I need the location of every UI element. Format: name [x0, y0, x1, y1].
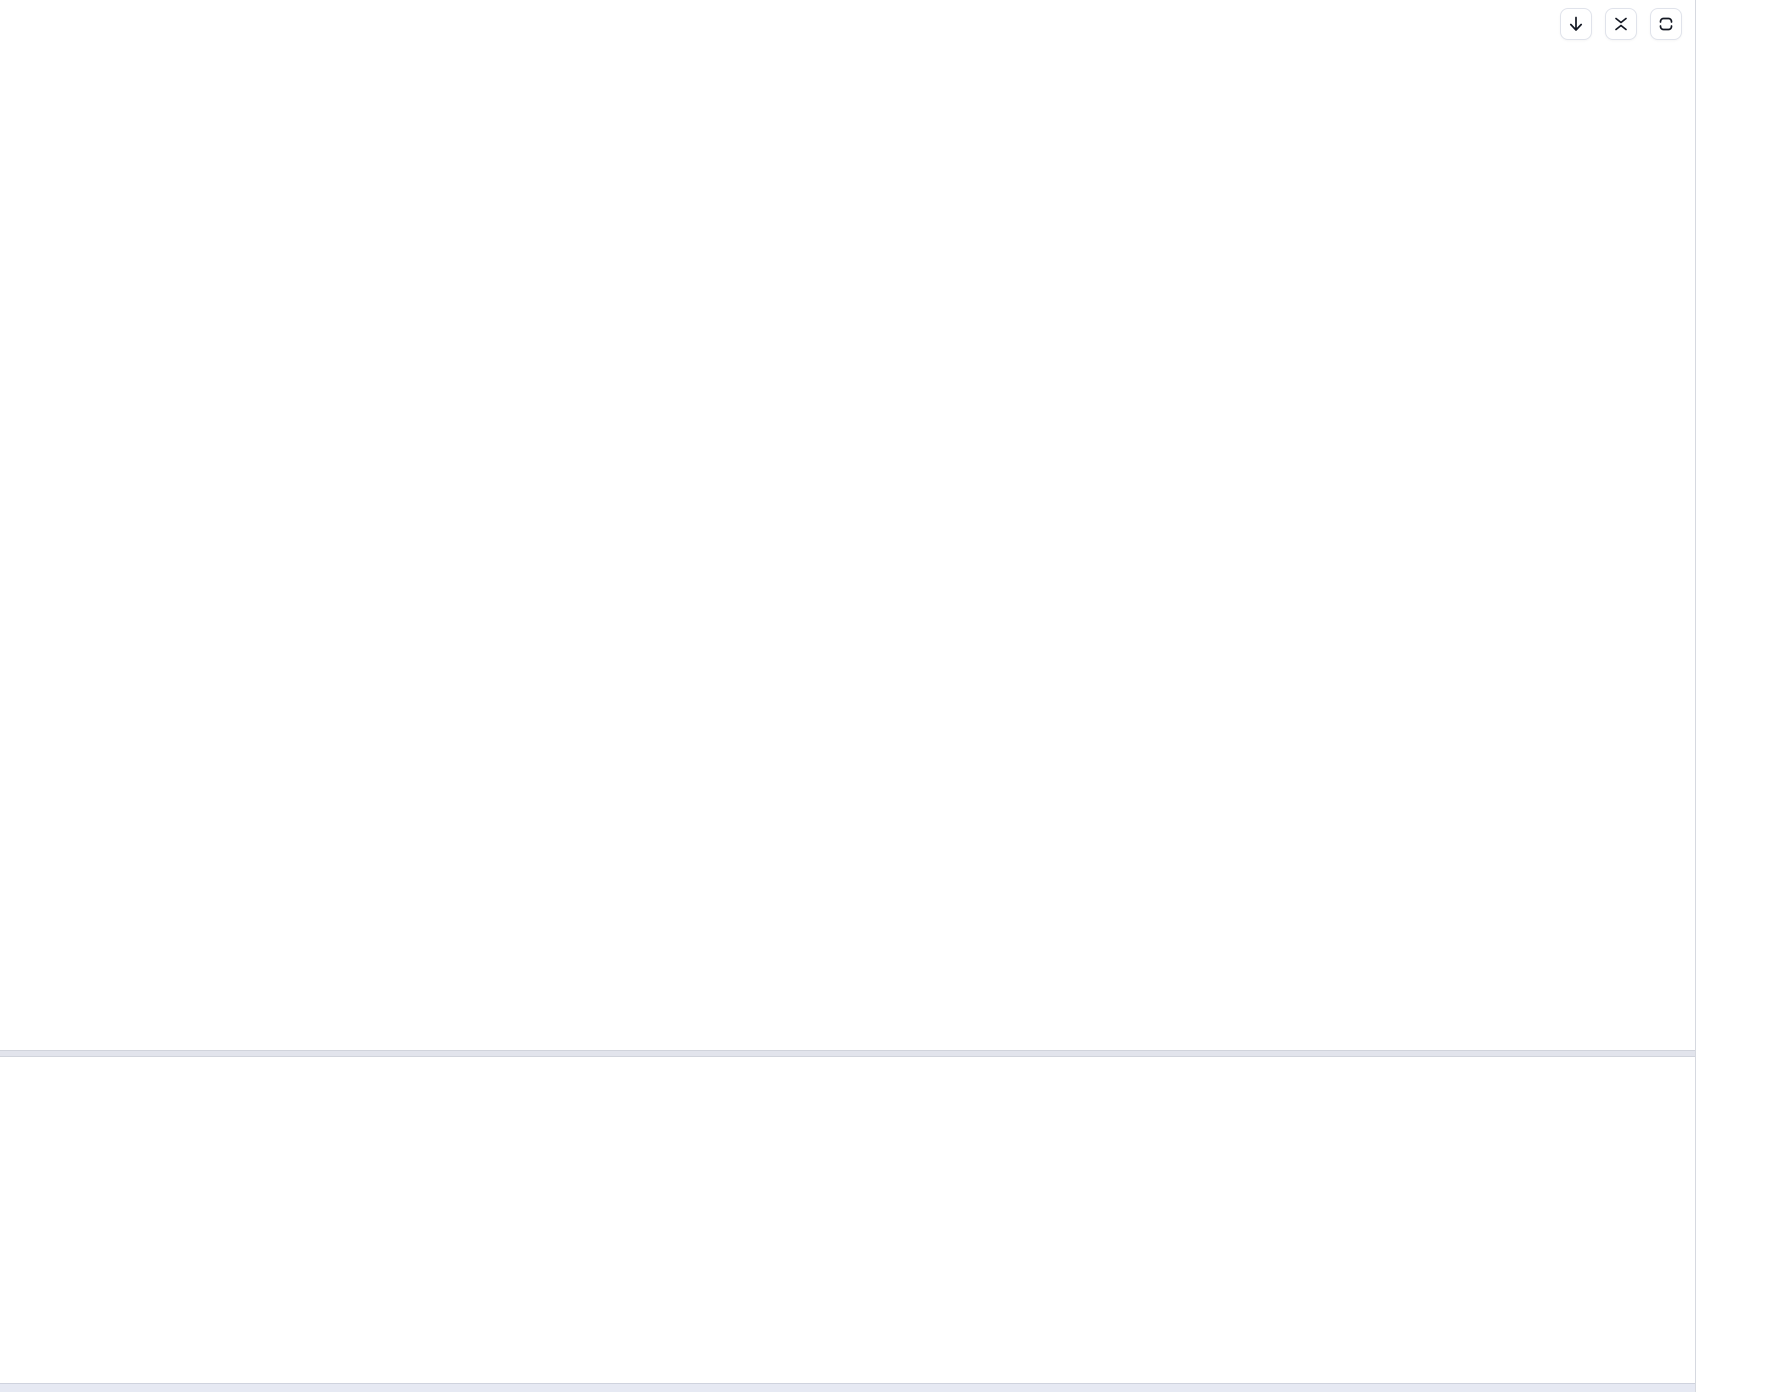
- price-axis[interactable]: [1695, 0, 1783, 1392]
- arrow-down-icon: [1567, 15, 1585, 33]
- restore-chart-button[interactable]: [1650, 8, 1682, 40]
- pane-separator[interactable]: [0, 1050, 1783, 1057]
- collapse-panes-button[interactable]: [1605, 8, 1637, 40]
- restore-frame-icon: [1657, 15, 1675, 33]
- last-price-symbol-badge: [1612, 0, 1693, 27]
- last-price-badge: [1696, 0, 1783, 27]
- chart-toolbar: [1560, 8, 1682, 40]
- scroll-to-recent-button[interactable]: [1560, 8, 1592, 40]
- time-axis-strip[interactable]: [0, 1383, 1783, 1392]
- collapse-vertical-icon: [1612, 15, 1630, 33]
